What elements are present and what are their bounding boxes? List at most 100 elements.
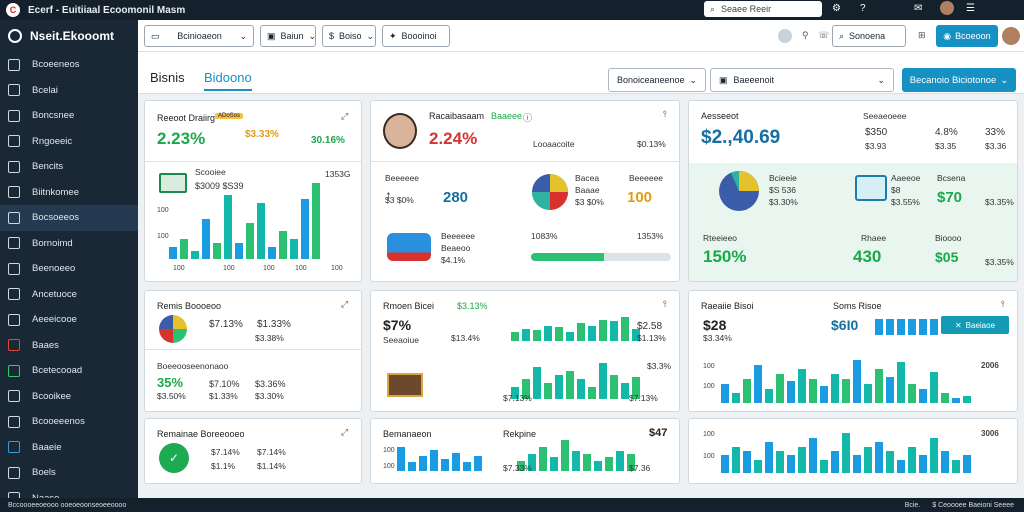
card-sublabel: Beeeeee bbox=[385, 173, 420, 183]
profile-avatar[interactable] bbox=[1002, 27, 1020, 45]
phone-icon[interactable]: ☏ bbox=[818, 30, 830, 40]
sidebar-item-5[interactable]: Biitnkomee bbox=[0, 180, 138, 206]
card-subvalue: $3009 $S39 bbox=[195, 181, 244, 191]
bar bbox=[897, 460, 905, 473]
date-range-dropdown[interactable]: ▣ Baeeenoit ⌄ bbox=[710, 68, 894, 92]
bar bbox=[577, 323, 585, 341]
alert-icon bbox=[8, 339, 20, 352]
sidebar-brand[interactable]: Nseit.Ekooomt bbox=[0, 20, 138, 52]
metric-tertiary: 30.16% bbox=[311, 135, 345, 146]
bar bbox=[820, 460, 828, 473]
help-icon[interactable]: ? bbox=[860, 3, 866, 14]
sidebar-item-12[interactable]: Bcetecooad bbox=[0, 358, 138, 384]
card-sublabel: Bcieeie bbox=[769, 173, 797, 183]
bar bbox=[809, 379, 817, 403]
info-icon[interactable]: ⓘ bbox=[523, 113, 533, 123]
toolbar-button-3[interactable]: $ Boiso ⌄ bbox=[322, 25, 376, 47]
pin-icon[interactable]: ⫯ bbox=[1001, 299, 1005, 309]
chat-icon bbox=[8, 441, 20, 454]
sidebar-item-0[interactable]: Bcoeeneos bbox=[0, 52, 138, 78]
page-primary-button[interactable]: Becanoio Biciotonoe ⌄ bbox=[902, 68, 1016, 92]
toolbar-button-2[interactable]: ▣ Baiun ⌄ bbox=[260, 25, 316, 47]
sidebar-item-2[interactable]: Boncsnee bbox=[0, 103, 138, 129]
bar bbox=[430, 450, 438, 471]
sidebar-item-7[interactable]: Bornoimd bbox=[0, 231, 138, 257]
metric-value: $3.36% bbox=[255, 379, 286, 389]
sidebar-item-9[interactable]: Ancetuoce bbox=[0, 282, 138, 308]
sidebar-item-11[interactable]: Baaes bbox=[0, 333, 138, 359]
axis-tick: $7.36 bbox=[629, 463, 651, 473]
sidebar-item-3[interactable]: Rngoeeic bbox=[0, 129, 138, 155]
bar bbox=[169, 247, 177, 259]
pie-slice-3 bbox=[550, 192, 568, 210]
chart-icon bbox=[159, 315, 187, 343]
trending-icon bbox=[8, 364, 20, 377]
toolbar-search[interactable]: ⌕ Sonoena bbox=[832, 25, 906, 47]
sidebar-item-label: Baaeie bbox=[32, 441, 62, 453]
filter-dropdown-label: Bonoiceaneenoe bbox=[617, 75, 685, 85]
sidebar-item-10[interactable]: Aeeeicooe bbox=[0, 307, 138, 333]
tab-dashboard[interactable]: Bidoono bbox=[204, 70, 252, 91]
pin-icon[interactable]: ⫯ bbox=[663, 299, 667, 309]
toolbar-dropdown-1[interactable]: ▭ Bcinioaeon ⌄ bbox=[144, 25, 254, 47]
sidebar-item-14[interactable]: Bcooeeenos bbox=[0, 409, 138, 435]
user-avatar[interactable] bbox=[940, 1, 954, 15]
status-circle-icon[interactable] bbox=[778, 29, 792, 43]
money-icon bbox=[159, 173, 187, 193]
metric-delta: $0.13% bbox=[637, 139, 666, 149]
link-icon[interactable]: ⚲ bbox=[802, 30, 809, 40]
settings-icon[interactable]: ⚙ bbox=[832, 3, 841, 14]
toolbar-button-4[interactable]: ✦ Boooinoi bbox=[382, 25, 450, 47]
metric-value: $1.33% bbox=[257, 319, 291, 330]
bar bbox=[908, 447, 916, 473]
card-overview: Racaibasaam Baaeee ⓘ ⫯ 2.24% Looaacoite … bbox=[370, 100, 680, 282]
bar bbox=[875, 319, 883, 335]
apps-icon[interactable]: ⊞ bbox=[918, 30, 926, 40]
global-search-input[interactable]: ⌕ Seaee Reeir bbox=[704, 1, 822, 17]
sidebar-item-1[interactable]: Bcelai bbox=[0, 78, 138, 104]
card-sublabel: Beeeeee bbox=[441, 231, 476, 241]
metric-value: $7% bbox=[383, 317, 412, 333]
axis-tick: 100 bbox=[263, 265, 275, 272]
sidebar-item-16[interactable]: Boels bbox=[0, 460, 138, 486]
sidebar-item-label: Bencits bbox=[32, 161, 64, 173]
expand-icon[interactable]: ⤢ bbox=[341, 299, 349, 309]
bar bbox=[864, 447, 872, 473]
sidebar-item-15[interactable]: Baaeie bbox=[0, 435, 138, 461]
tab-business[interactable]: Bisnis bbox=[150, 70, 185, 85]
bar bbox=[776, 451, 784, 473]
axis-tick: 100 bbox=[703, 431, 715, 438]
card-sublabel: Bioooo bbox=[935, 233, 962, 243]
axis-tick: 100 bbox=[331, 265, 343, 272]
card-subvalue: $3 $0% bbox=[575, 197, 604, 207]
sales-action-button[interactable]: ✕ Baeiaoe bbox=[941, 316, 1009, 334]
sidebar: Nseit.Ekooomt Bcoeeneos Bcelai Boncsnee Rng… bbox=[0, 20, 138, 505]
toolbar-primary-button[interactable]: ◉ Bcoeoon bbox=[936, 25, 998, 47]
lock-icon: ▣ bbox=[267, 30, 276, 41]
pin-icon[interactable]: ⫯ bbox=[663, 109, 667, 119]
sidebar-item-8[interactable]: Beenoeeo bbox=[0, 256, 138, 282]
bar bbox=[886, 451, 894, 473]
filter-dropdown[interactable]: Bonoiceaneenoe ⌄ bbox=[608, 68, 706, 92]
expand-icon[interactable]: ⤢ bbox=[341, 111, 349, 121]
sidebar-item-13[interactable]: Bcooikee bbox=[0, 384, 138, 410]
metric-value: $7.14% bbox=[257, 447, 286, 457]
image-thumbnail[interactable] bbox=[387, 373, 423, 397]
menu-icon[interactable]: ☰ bbox=[966, 3, 975, 14]
sidebar-item-6[interactable]: Bocsoeeos bbox=[0, 205, 138, 231]
card-subvalue: $3.50% bbox=[157, 391, 186, 401]
bar-chart bbox=[517, 437, 635, 471]
list-icon bbox=[8, 84, 20, 97]
card-sublabel: Scooiee bbox=[195, 167, 226, 177]
expand-icon[interactable]: ⤢ bbox=[341, 427, 349, 437]
metric-value: $2.,40.69 bbox=[701, 127, 781, 148]
sidebar-item-4[interactable]: Bencits bbox=[0, 154, 138, 180]
bar bbox=[588, 326, 596, 341]
card-subtitle: Baaeee bbox=[491, 111, 523, 121]
notification-icon[interactable]: ✉ bbox=[914, 3, 923, 14]
sidebar-item-label: Baaes bbox=[32, 339, 59, 351]
bar bbox=[588, 387, 596, 399]
status-bar: Bccoooeeoeooo ooeoeoonseoeeoooo Bcie. $ … bbox=[0, 498, 1024, 512]
toolbar-button-3-label: Boiso bbox=[339, 31, 362, 41]
card-subvalue: $13.4% bbox=[451, 333, 480, 343]
